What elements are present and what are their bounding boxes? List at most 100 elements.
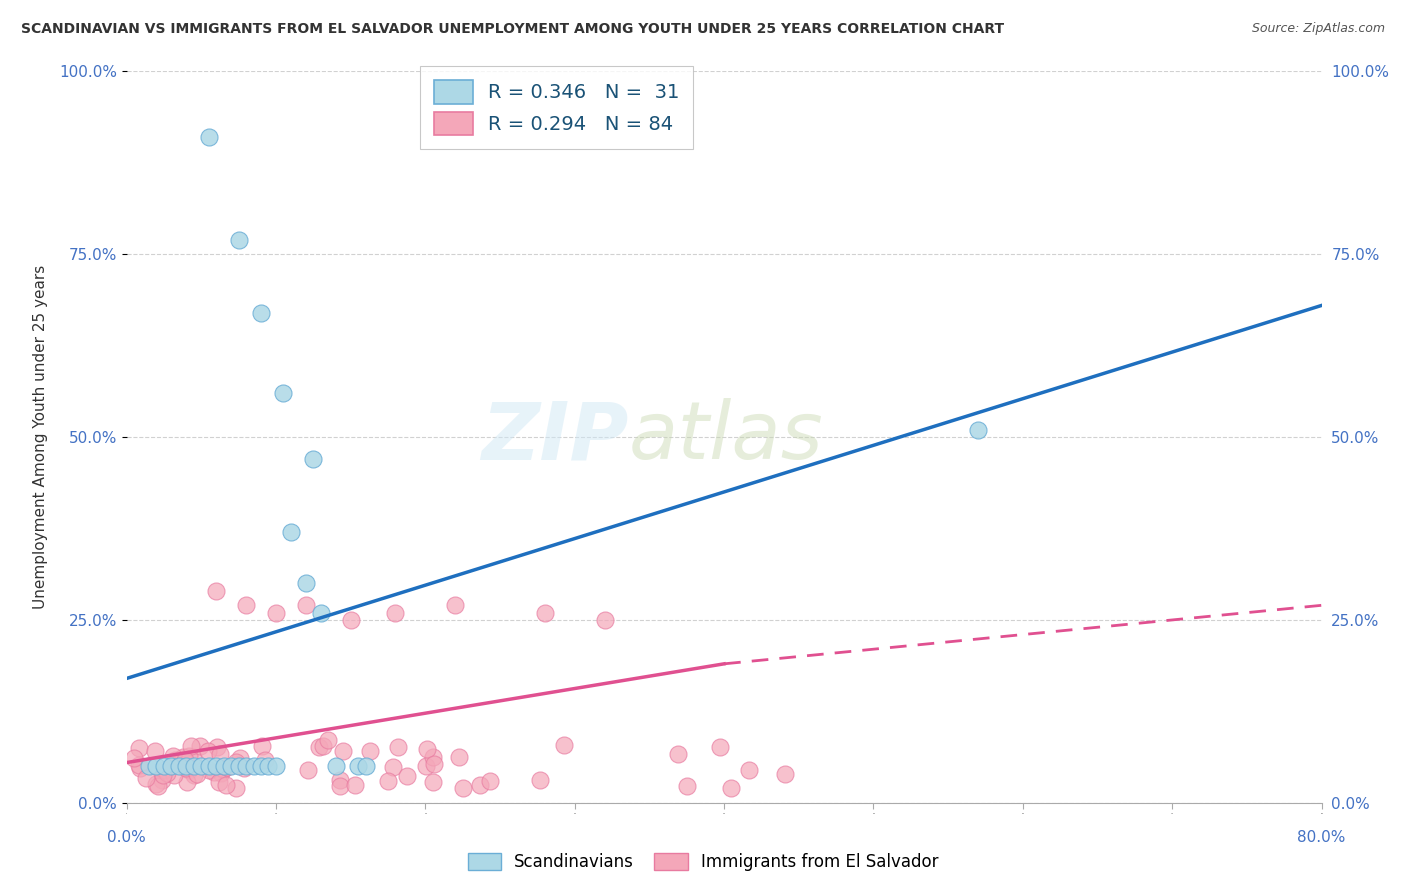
- Point: [205, 759, 228, 773]
- Point: [449, 750, 471, 764]
- Point: [967, 423, 990, 437]
- Point: [177, 748, 200, 763]
- Point: [172, 750, 194, 764]
- Point: [160, 759, 183, 773]
- Point: [173, 754, 195, 768]
- Point: [354, 759, 377, 773]
- Point: [382, 759, 405, 773]
- Point: [422, 750, 444, 764]
- Point: [212, 759, 235, 773]
- Point: [232, 761, 254, 775]
- Legend: Scandinavians, Immigrants from El Salvador: Scandinavians, Immigrants from El Salvad…: [460, 845, 946, 880]
- Point: [197, 744, 219, 758]
- Point: [297, 763, 319, 777]
- Point: [737, 763, 759, 777]
- Point: [228, 759, 250, 773]
- Point: [163, 767, 186, 781]
- Point: [177, 763, 200, 777]
- Point: [170, 752, 193, 766]
- Point: [153, 763, 176, 777]
- Point: [173, 760, 195, 774]
- Point: [174, 761, 197, 775]
- Point: [294, 599, 316, 613]
- Point: [188, 739, 211, 754]
- Point: [122, 750, 145, 764]
- Point: [253, 753, 276, 767]
- Point: [143, 744, 166, 758]
- Point: [273, 386, 295, 401]
- Point: [533, 606, 555, 620]
- Point: [163, 753, 186, 767]
- Y-axis label: Unemployment Among Youth under 25 years: Unemployment Among Youth under 25 years: [32, 265, 48, 609]
- Point: [208, 747, 231, 762]
- Point: [675, 780, 697, 794]
- Point: [183, 759, 205, 773]
- Point: [553, 738, 575, 752]
- Point: [444, 599, 467, 613]
- Point: [668, 747, 690, 761]
- Point: [359, 744, 381, 758]
- Point: [128, 758, 150, 772]
- Point: [145, 759, 167, 773]
- Legend: R = 0.346   N =  31, R = 0.294   N = 84: R = 0.346 N = 31, R = 0.294 N = 84: [420, 66, 693, 149]
- Point: [226, 758, 249, 772]
- Point: [709, 739, 731, 754]
- Point: [145, 777, 167, 791]
- Point: [152, 768, 174, 782]
- Point: [479, 773, 502, 788]
- Point: [225, 781, 247, 796]
- Point: [308, 739, 330, 754]
- Point: [257, 759, 280, 773]
- Point: [197, 759, 219, 773]
- Point: [217, 760, 239, 774]
- Point: [423, 757, 446, 772]
- Point: [384, 606, 406, 620]
- Point: [422, 774, 444, 789]
- Point: [396, 769, 419, 783]
- Point: [190, 759, 212, 773]
- Point: [377, 774, 399, 789]
- Point: [176, 775, 198, 789]
- Point: [128, 741, 150, 756]
- Point: [325, 759, 347, 773]
- Point: [773, 766, 796, 780]
- Point: [451, 780, 474, 795]
- Point: [138, 759, 160, 773]
- Point: [329, 772, 352, 787]
- Text: atlas: atlas: [628, 398, 824, 476]
- Point: [225, 755, 247, 769]
- Text: 0.0%: 0.0%: [107, 830, 146, 845]
- Point: [128, 761, 150, 775]
- Point: [309, 606, 332, 620]
- Point: [720, 780, 742, 795]
- Point: [229, 751, 252, 765]
- Point: [235, 599, 257, 613]
- Point: [312, 739, 335, 753]
- Point: [156, 766, 179, 780]
- Point: [328, 779, 350, 793]
- Point: [250, 306, 273, 320]
- Point: [332, 744, 354, 758]
- Point: [150, 773, 173, 788]
- Point: [167, 759, 190, 773]
- Text: Source: ZipAtlas.com: Source: ZipAtlas.com: [1251, 22, 1385, 36]
- Point: [153, 759, 176, 773]
- Point: [344, 778, 367, 792]
- Point: [146, 779, 169, 793]
- Point: [468, 778, 491, 792]
- Point: [387, 739, 409, 754]
- Point: [347, 759, 370, 773]
- Point: [415, 759, 437, 773]
- Point: [181, 749, 204, 764]
- Point: [186, 767, 208, 781]
- Text: ZIP: ZIP: [481, 398, 628, 476]
- Point: [250, 759, 273, 773]
- Point: [228, 233, 250, 247]
- Point: [339, 613, 361, 627]
- Point: [294, 576, 316, 591]
- Point: [135, 771, 157, 785]
- Point: [174, 759, 197, 773]
- Point: [212, 763, 235, 777]
- Point: [242, 759, 264, 773]
- Point: [205, 583, 228, 598]
